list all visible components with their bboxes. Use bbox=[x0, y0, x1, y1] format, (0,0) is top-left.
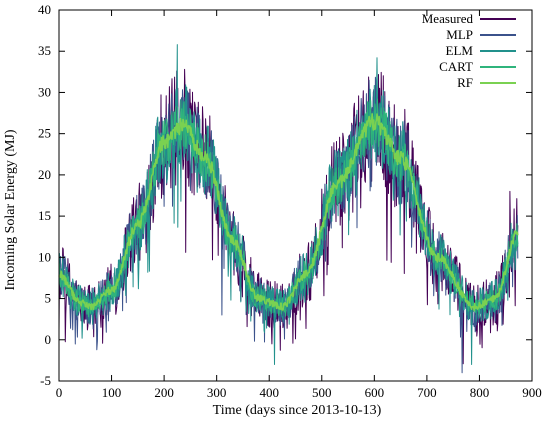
x-tick-label: 300 bbox=[207, 385, 227, 400]
x-tick-label: 0 bbox=[56, 385, 63, 400]
axes-frame bbox=[58, 9, 533, 382]
y-tick-label: 10 bbox=[38, 249, 51, 264]
x-tick-label: 200 bbox=[154, 385, 174, 400]
legend-label-mlp: MLP bbox=[446, 27, 473, 42]
legend-label-elm: ELM bbox=[446, 43, 474, 58]
x-tick-label: 400 bbox=[259, 385, 279, 400]
legend-label-rf: RF bbox=[457, 75, 473, 90]
legend-label-cart: CART bbox=[439, 59, 473, 74]
y-tick-label: 40 bbox=[38, 2, 51, 17]
x-tick-label: 500 bbox=[312, 385, 332, 400]
x-tick-label: 100 bbox=[102, 385, 122, 400]
y-tick-label: 35 bbox=[38, 43, 51, 58]
x-tick-label: 700 bbox=[417, 385, 437, 400]
y-tick-label: 15 bbox=[38, 208, 51, 223]
y-axis-label: Incoming Solar Energy (MJ) bbox=[3, 129, 18, 290]
y-tick-label: 30 bbox=[38, 84, 51, 99]
plot-border bbox=[58, 9, 533, 382]
x-tick-label: 900 bbox=[522, 385, 542, 400]
series-line-mlp bbox=[58, 76, 519, 374]
series-layer bbox=[58, 44, 519, 374]
y-tick-label: 20 bbox=[38, 167, 51, 182]
series-line-rf bbox=[58, 113, 519, 312]
y-tick-label: -5 bbox=[40, 373, 51, 388]
y-tick-label: 0 bbox=[45, 332, 52, 347]
legend-label-measured: Measured bbox=[422, 11, 474, 26]
y-tick-label: 5 bbox=[45, 291, 52, 306]
tick-labels: 0 100 200 300 400 500 600 700 800 900 -5 0 5 10 15 20 25… bbox=[38, 2, 542, 400]
x-axis-label: Time (days since 2013-10-13) bbox=[213, 403, 382, 418]
x-tick-label: 600 bbox=[365, 385, 385, 400]
series-line-measured bbox=[58, 68, 519, 365]
y-tick-label: 25 bbox=[38, 126, 51, 141]
x-tick-label: 800 bbox=[470, 385, 490, 400]
